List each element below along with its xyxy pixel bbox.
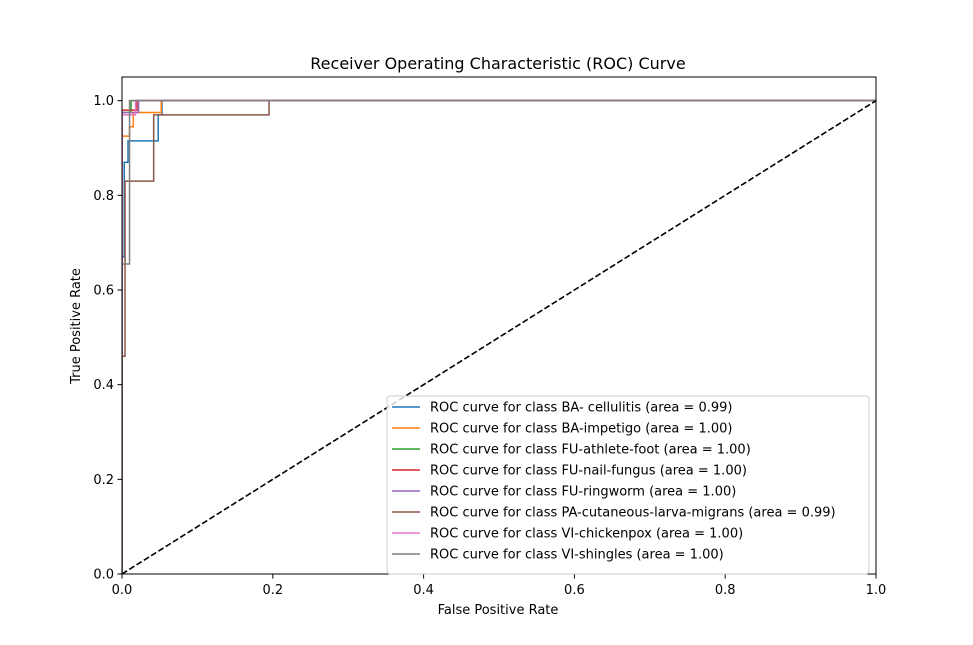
- x-tick-label-1: 0.2: [262, 583, 283, 598]
- legend: ROC curve for class BA- cellulitis (area…: [386, 395, 870, 575]
- x-axis-label: False Positive Rate: [438, 603, 559, 618]
- y-tick-label-4: 0.8: [93, 189, 114, 204]
- legend-box: [386, 395, 870, 575]
- series-layer: [122, 99, 876, 574]
- legend-entry-7: ROC curve for class VI-shingles (area = …: [430, 548, 724, 563]
- legend-entry-1: ROC curve for class BA-impetigo (area = …: [430, 422, 732, 437]
- x-tick-label-3: 0.6: [564, 583, 585, 598]
- y-tick-label-1: 0.2: [93, 473, 114, 488]
- legend-entry-2: ROC curve for class FU-athlete-foot (are…: [430, 443, 751, 458]
- x-tick-label-0: 0.0: [112, 583, 133, 598]
- y-tick-label-0: 0.0: [93, 568, 114, 583]
- legend-entry-6: ROC curve for class VI-chickenpox (area …: [430, 527, 743, 542]
- legend-entry-5: ROC curve for class PA-cutaneous-larva-m…: [430, 506, 836, 521]
- reference-diagonal-line: [122, 99, 876, 574]
- y-axis-label: True Positive Rate: [69, 268, 84, 385]
- y-tick-label-2: 0.4: [93, 378, 114, 393]
- legend-entry-3: ROC curve for class FU-nail-fungus (area…: [430, 464, 747, 479]
- legend-entry-4: ROC curve for class FU-ringworm (area = …: [430, 485, 736, 500]
- y-tick-label-5: 1.0: [93, 94, 114, 109]
- legend-entry-0: ROC curve for class BA- cellulitis (area…: [430, 401, 732, 416]
- x-tick-label-5: 1.0: [866, 583, 887, 598]
- x-tick-label-2: 0.4: [413, 583, 434, 598]
- roc-series-line-1: [122, 99, 876, 574]
- roc-series-line-7: [122, 99, 876, 574]
- y-tick-label-3: 0.6: [93, 284, 114, 299]
- x-tick-label-4: 0.8: [715, 583, 736, 598]
- roc-series-line-5: [122, 99, 876, 574]
- chart-title: Receiver Operating Characteristic (ROC) …: [310, 54, 685, 73]
